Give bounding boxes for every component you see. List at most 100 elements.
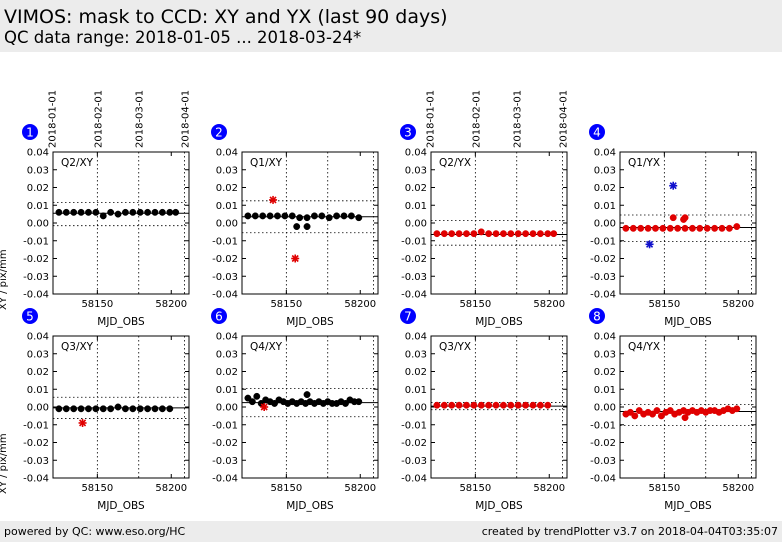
y-tick-label: 0.00 bbox=[27, 403, 49, 414]
outlier-point bbox=[645, 240, 654, 249]
data-point bbox=[463, 401, 470, 409]
y-tick-label: 0.04 bbox=[216, 148, 238, 159]
data-point bbox=[631, 412, 639, 420]
x-tick-label: 58200 bbox=[533, 483, 565, 494]
y-tick-label: -0.04 bbox=[23, 290, 49, 301]
plot-frame bbox=[430, 151, 568, 295]
data-point bbox=[492, 401, 500, 409]
data-point bbox=[433, 230, 441, 238]
y-tick-label: -0.02 bbox=[401, 438, 427, 449]
y-tick-label: -0.01 bbox=[590, 236, 616, 247]
y-tick-label: 0.02 bbox=[594, 183, 616, 194]
x-tick-label: 58150 bbox=[648, 299, 680, 310]
data-point bbox=[70, 405, 78, 413]
x-tick-label: 58150 bbox=[648, 483, 680, 494]
outlier-point bbox=[669, 181, 678, 190]
data-point bbox=[733, 223, 741, 231]
data-point bbox=[455, 230, 463, 238]
y-tick-label: 0.02 bbox=[216, 183, 238, 194]
panel-number-badge bbox=[589, 124, 605, 140]
y-axis-label: XY / pix/mm bbox=[0, 433, 9, 494]
data-point bbox=[85, 208, 92, 216]
data-point bbox=[340, 212, 348, 220]
date-tick-label: 2018-03-01 bbox=[135, 90, 146, 148]
data-point bbox=[129, 208, 137, 216]
data-point bbox=[318, 212, 326, 220]
data-point bbox=[158, 405, 166, 413]
data-point bbox=[136, 405, 144, 413]
data-point bbox=[144, 405, 152, 413]
y-tick-label: -0.01 bbox=[212, 236, 238, 247]
data-point bbox=[703, 224, 711, 232]
data-point bbox=[151, 208, 159, 216]
panel-label: Q1/XY bbox=[250, 157, 283, 169]
y-tick-label: -0.01 bbox=[23, 420, 49, 431]
data-point bbox=[166, 405, 174, 413]
y-tick-label: -0.02 bbox=[212, 438, 238, 449]
outlier-point bbox=[260, 403, 269, 411]
panel-label: Q3/XY bbox=[61, 341, 94, 353]
chart-panel-3: 0.04 0.03 0.02 0.01 0.00 -0.01 -0.02 -0.03 -0.04… bbox=[400, 90, 570, 328]
header-bar: VIMOS: mask to CCD: XY and YX (last 90 d… bbox=[0, 0, 782, 52]
chart-panel-5: 0.04 0.03 0.02 0.01 0.00 -0.01 -0.02 -0.03 -0.04… bbox=[0, 308, 190, 512]
data-point bbox=[529, 230, 537, 238]
data-point bbox=[266, 212, 274, 220]
x-axis-label: MJD_OBS bbox=[664, 500, 712, 512]
data-point bbox=[455, 401, 463, 409]
y-tick-label: -0.03 bbox=[23, 456, 49, 467]
data-point bbox=[166, 208, 174, 216]
y-tick-label: 0.01 bbox=[27, 201, 49, 212]
chart-panel-8: 0.04 0.03 0.02 0.01 0.00 -0.01 -0.02 -0.03 -0.04… bbox=[589, 308, 757, 512]
data-point bbox=[121, 208, 129, 216]
data-point bbox=[666, 224, 674, 232]
y-tick-label: -0.04 bbox=[212, 474, 238, 485]
y-tick-label: -0.04 bbox=[590, 290, 616, 301]
y-tick-label: 0.04 bbox=[594, 332, 616, 343]
y-tick-label: -0.04 bbox=[401, 474, 427, 485]
panel-number-badge bbox=[400, 124, 416, 140]
data-point bbox=[55, 208, 63, 216]
y-tick-label: 0.04 bbox=[216, 332, 238, 343]
chart-panel-2: 0.04 0.03 0.02 0.01 0.00 -0.01 -0.02 -0.03 -0.04… bbox=[211, 124, 379, 328]
footer-bar: powered by QC: www.eso.org/HC created by… bbox=[0, 521, 782, 542]
y-tick-label: 0.00 bbox=[405, 219, 427, 230]
data-point bbox=[485, 230, 493, 238]
data-point bbox=[725, 224, 733, 232]
y-tick-label: 0.04 bbox=[405, 332, 427, 343]
data-point bbox=[507, 401, 515, 409]
y-tick-label: 0.02 bbox=[216, 367, 238, 378]
data-point bbox=[107, 208, 115, 216]
data-point bbox=[281, 212, 289, 220]
data-point bbox=[644, 224, 652, 232]
y-tick-label: 0.03 bbox=[27, 349, 49, 360]
y-tick-label: -0.03 bbox=[401, 456, 427, 467]
data-point bbox=[259, 212, 267, 220]
data-point bbox=[522, 401, 530, 409]
footer-created-by: created by trendPlotter v3.7 on 2018-04-… bbox=[481, 525, 778, 538]
y-tick-label: -0.04 bbox=[590, 474, 616, 485]
date-tick-label: 2018-02-01 bbox=[471, 90, 482, 148]
x-tick-label: 58150 bbox=[81, 483, 113, 494]
x-tick-label: 58200 bbox=[155, 483, 187, 494]
data-point bbox=[477, 401, 485, 409]
x-tick-label: 58200 bbox=[344, 299, 376, 310]
date-tick-label: 2018-02-01 bbox=[93, 90, 104, 148]
page-subtitle: QC data range: 2018-01-05 ... 2018-03-24… bbox=[4, 28, 362, 47]
panel-number: 5 bbox=[26, 310, 34, 324]
y-tick-label: 0.04 bbox=[27, 332, 49, 343]
x-tick-label: 58200 bbox=[533, 299, 565, 310]
footer-powered-by: powered by QC: www.eso.org/HC bbox=[4, 525, 186, 538]
data-point bbox=[99, 212, 107, 220]
data-point bbox=[637, 224, 645, 232]
data-point bbox=[77, 405, 85, 413]
data-point bbox=[274, 212, 281, 220]
data-point bbox=[550, 230, 558, 238]
panel-label: Q1/YX bbox=[628, 157, 660, 169]
data-point bbox=[629, 224, 637, 232]
x-tick-label: 58150 bbox=[459, 299, 491, 310]
x-tick-label: 58150 bbox=[459, 483, 491, 494]
data-point bbox=[669, 214, 677, 222]
panel-number-badge bbox=[22, 124, 38, 140]
panel-number-badge bbox=[400, 308, 416, 324]
y-tick-label: 0.03 bbox=[27, 165, 49, 176]
